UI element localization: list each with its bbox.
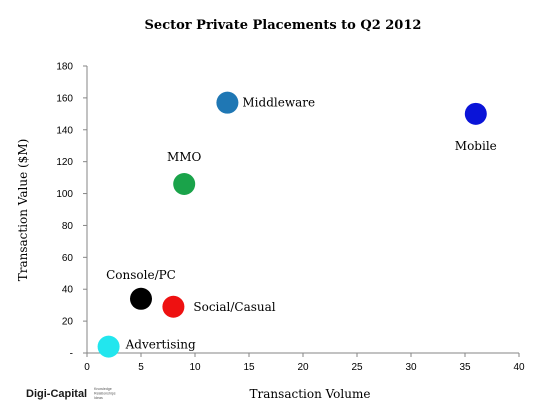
chart-title: Sector Private Placements to Q2 2012 — [145, 18, 422, 33]
y-tick-label: 40 — [62, 285, 74, 296]
y-tick-label: 180 — [56, 62, 73, 73]
y-tick-label: 20 — [62, 317, 74, 328]
y-tick-label: 120 — [56, 157, 73, 168]
data-point-console-pc — [130, 287, 152, 310]
y-tick-label: 80 — [62, 221, 74, 232]
point-label: MMO — [167, 150, 202, 164]
y-tick-label: - — [70, 349, 73, 360]
digi-capital-logo: Digi-Capital Knowledge Relationships Ide… — [26, 387, 116, 400]
x-tick-label: 10 — [189, 362, 201, 373]
point-label: Console/PC — [106, 268, 176, 282]
y-tick-label: 100 — [56, 189, 73, 200]
plot-area: 0 5 10 15 20 25 30 35 40 - 20 40 60 80 100 120 140 160 18… — [56, 62, 525, 374]
x-tick-label: 5 — [138, 362, 144, 373]
data-point-middleware — [216, 91, 239, 114]
x-ticks: 0 5 10 15 20 25 30 35 40 — [84, 353, 525, 373]
x-tick-label: 15 — [243, 362, 255, 373]
x-tick-label: 40 — [513, 362, 525, 373]
y-tick-label: 160 — [56, 93, 73, 104]
y-tick-label: 140 — [56, 125, 73, 136]
x-tick-label: 25 — [351, 362, 363, 373]
y-axis-label: Transaction Value ($M) — [16, 139, 30, 282]
x-tick-label: 35 — [459, 362, 471, 373]
data-points: Middleware Mobile MMO Console/PC Social/Casu… — [97, 91, 497, 358]
point-label: Middleware — [242, 96, 315, 110]
data-point-social-casual — [162, 295, 185, 318]
x-tick-label: 20 — [297, 362, 309, 373]
x-tick-label: 0 — [84, 362, 90, 373]
y-ticks: - 20 40 60 80 100 120 140 160 180 — [56, 62, 87, 360]
logo-tagline-3: Ideas — [94, 396, 103, 400]
point-label: Advertising — [125, 338, 196, 352]
data-point-mobile — [464, 102, 487, 125]
point-label: Mobile — [455, 139, 497, 153]
x-tick-label: 30 — [405, 362, 417, 373]
data-point-advertising — [97, 335, 120, 358]
data-point-mmo — [173, 172, 196, 195]
point-label: Social/Casual — [193, 300, 275, 314]
x-axis-label: Transaction Volume — [250, 387, 371, 401]
logo-name: Digi-Capital — [26, 388, 87, 400]
logo-tagline-1: Knowledge — [94, 387, 112, 391]
y-tick-label: 60 — [62, 253, 74, 264]
logo-tagline-2: Relationships — [94, 392, 116, 396]
